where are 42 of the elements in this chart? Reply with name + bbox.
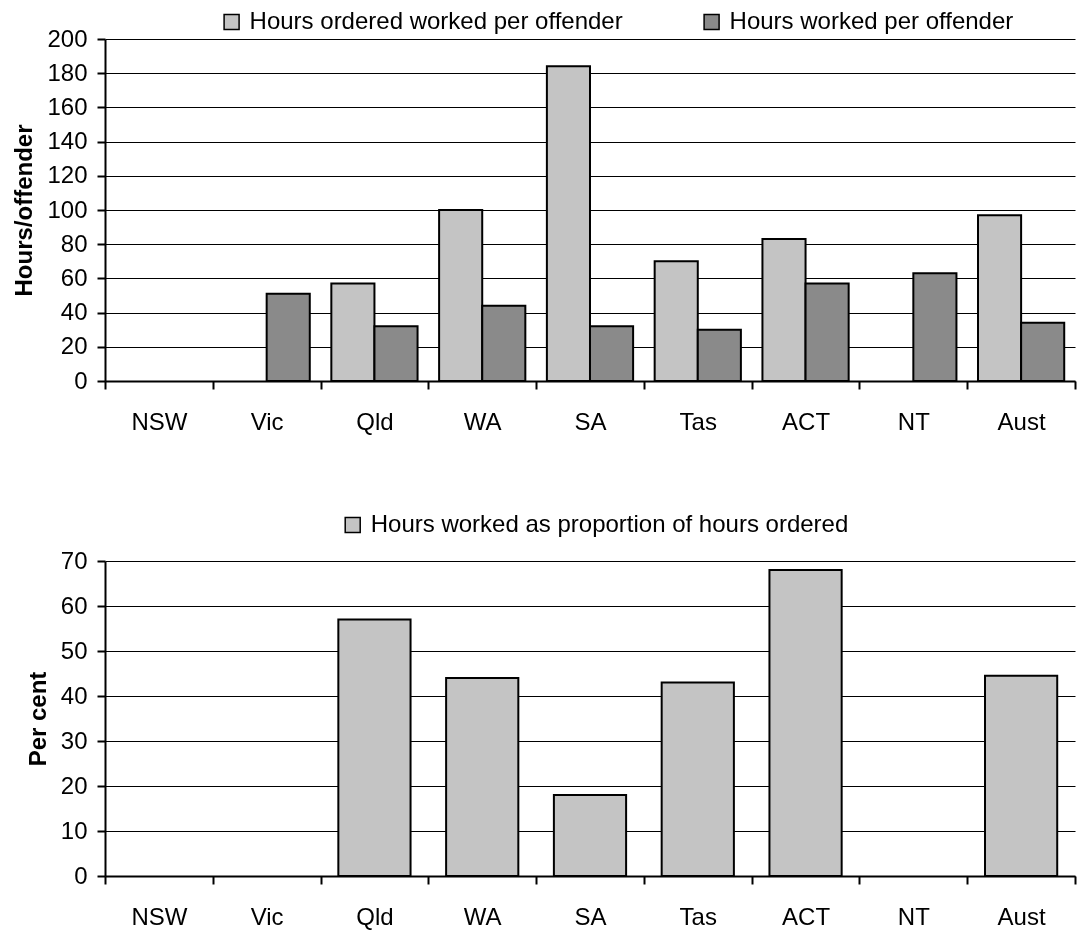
x-tick-label: NT — [897, 902, 931, 930]
y-tick-label: 40 — [60, 298, 88, 326]
y-tick-label: 140 — [47, 127, 88, 155]
x-tick-label: Vic — [250, 407, 284, 435]
x-tick-label: ACT — [782, 902, 831, 930]
y-tick-label: 20 — [60, 332, 88, 360]
x-tick-label: Aust — [997, 902, 1046, 930]
x-tick-label: Qld — [356, 902, 394, 930]
x-tick-label: SA — [574, 902, 607, 930]
y-tick-label: 0 — [74, 366, 88, 394]
x-tick-label: Aust — [997, 407, 1046, 435]
y-tick-label: 10 — [60, 816, 88, 844]
y-axis-title: Hours/offender — [10, 124, 38, 297]
x-tick-label: Tas — [679, 407, 717, 435]
y-tick-label: 0 — [74, 861, 88, 889]
x-tick-label: Qld — [356, 407, 394, 435]
y-tick-label: 160 — [47, 92, 88, 120]
y-tick-label: 70 — [60, 546, 88, 574]
y-tick-label: 80 — [60, 229, 88, 257]
x-tick-label: NSW — [131, 407, 188, 435]
x-tick-label: SA — [574, 407, 607, 435]
y-tick-label: 120 — [47, 161, 88, 189]
y-tick-label: 60 — [60, 263, 88, 291]
x-tick-label: WA — [463, 407, 502, 435]
x-tick-label: NSW — [131, 902, 188, 930]
y-tick-label: 200 — [47, 24, 88, 52]
y-tick-label: 60 — [60, 591, 88, 619]
y-tick-label: 50 — [60, 636, 88, 664]
legend-label: Hours worked per offender — [729, 7, 1014, 34]
x-tick-label: NT — [897, 407, 931, 435]
x-tick-label: ACT — [782, 407, 831, 435]
x-tick-label: Tas — [679, 902, 717, 930]
legend-label: Hours ordered worked per offender — [249, 7, 623, 34]
y-tick-label: 180 — [47, 58, 88, 86]
y-tick-label: 20 — [60, 771, 88, 799]
legend-label: Hours worked as proportion of hours ordered — [370, 510, 849, 537]
y-tick-label: 100 — [47, 195, 88, 223]
y-tick-label: 30 — [60, 726, 88, 754]
y-axis-title: Per cent — [23, 671, 51, 767]
y-tick-label: 40 — [60, 681, 88, 709]
x-tick-label: Vic — [250, 902, 284, 930]
x-tick-label: WA — [463, 902, 502, 930]
